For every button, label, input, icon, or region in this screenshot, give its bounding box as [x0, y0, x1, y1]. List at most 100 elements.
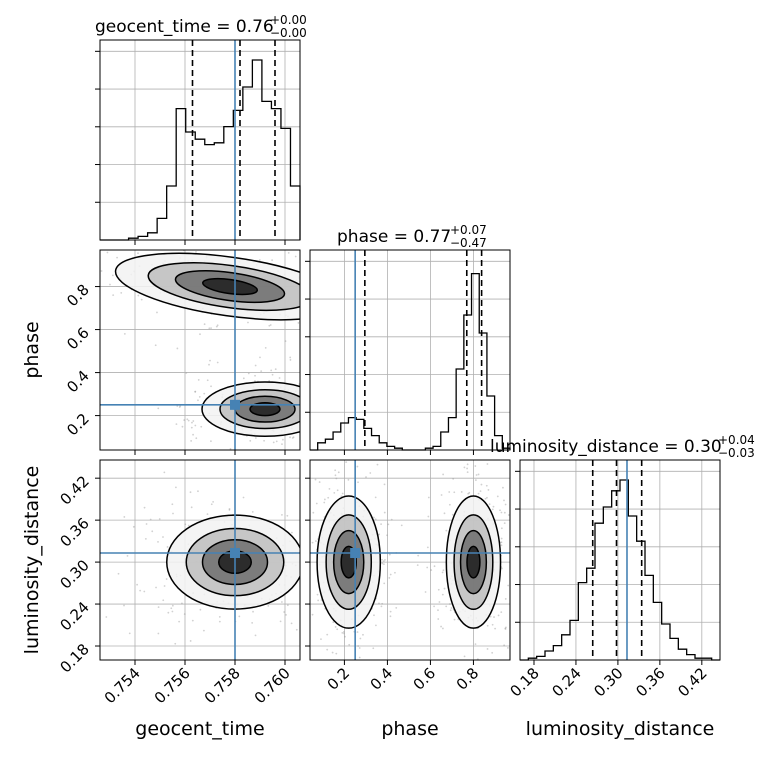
- sample-point: [112, 294, 115, 297]
- sample-point: [350, 301, 352, 303]
- sample-point: [132, 525, 135, 528]
- sample-point: [328, 396, 330, 398]
- sample-point: [117, 572, 120, 575]
- sample-point: [303, 535, 305, 537]
- sample-point: [335, 652, 338, 655]
- sample-point: [301, 419, 303, 421]
- sample-point: [163, 585, 166, 587]
- sample-point: [305, 569, 307, 571]
- sample-point: [358, 656, 361, 659]
- tick-label-x: 0.18: [506, 664, 542, 700]
- sample-point: [306, 290, 308, 292]
- density-layer: [63, 231, 405, 454]
- sample-point: [403, 323, 405, 325]
- sample-point: [306, 419, 308, 421]
- sample-point: [503, 522, 506, 525]
- sample-point: [310, 410, 312, 412]
- sample-point: [289, 436, 291, 439]
- sample-point: [502, 486, 504, 489]
- sample-point: [310, 409, 312, 411]
- sample-point: [433, 565, 436, 568]
- sample-point: [206, 513, 209, 516]
- tick-label-x: 0.24: [548, 664, 584, 700]
- sample-point: [143, 590, 146, 593]
- ylabel-luminosity-distance: luminosity_distance: [21, 466, 43, 655]
- sample-point: [286, 604, 289, 607]
- sample-point: [395, 314, 397, 316]
- panel-frame: [99, 249, 301, 451]
- sample-point: [303, 418, 305, 420]
- sample-point: [280, 446, 282, 448]
- sample-point: [197, 379, 200, 381]
- panel-luminosity-distance-histogram: [515, 459, 721, 665]
- sample-point: [167, 611, 170, 614]
- sample-point: [380, 523, 382, 526]
- sample-point: [301, 390, 303, 392]
- sample-point: [158, 518, 161, 520]
- panel-geocent-time-histogram: [95, 39, 301, 245]
- sample-point: [367, 400, 369, 402]
- tick-label-x: 0.4: [367, 664, 397, 694]
- sample-point: [442, 627, 444, 630]
- sample-point: [144, 244, 146, 246]
- sample-point: [450, 667, 452, 669]
- sample-point: [332, 422, 334, 424]
- sample-point: [281, 513, 283, 516]
- sample-point: [334, 264, 336, 266]
- sample-point: [480, 483, 483, 486]
- sample-point: [460, 491, 463, 493]
- sample-point: [492, 404, 494, 406]
- sample-point: [463, 442, 465, 444]
- sample-point: [395, 400, 397, 402]
- sample-point: [380, 605, 383, 608]
- sample-point: [115, 235, 117, 237]
- sample-point: [314, 555, 316, 557]
- title-luminosity-distance-plus: +0.04: [718, 433, 755, 447]
- sample-point: [157, 540, 159, 543]
- xlabel-phase: phase: [381, 718, 438, 740]
- tick-labels: 0.754 0.756 0.758 0.760 0.2 0.4 0.6 0.8 0.18 0.24…: [56, 281, 710, 708]
- sample-point: [327, 496, 330, 499]
- sample-point: [168, 243, 170, 245]
- tick-label-y: 0.24: [56, 598, 92, 634]
- sample-point: [319, 369, 321, 371]
- sample-point: [198, 231, 200, 233]
- sample-point: [335, 293, 337, 295]
- sample-point: [337, 419, 339, 421]
- sample-point: [283, 611, 286, 613]
- sample-point: [448, 503, 451, 506]
- sample-point: [384, 660, 386, 662]
- sample-point: [297, 322, 300, 324]
- sample-point: [272, 441, 275, 444]
- sample-point: [335, 477, 338, 480]
- sample-point: [318, 311, 320, 313]
- sample-point: [500, 527, 503, 530]
- sample-point: [106, 251, 109, 254]
- sample-point: [313, 363, 315, 365]
- sample-point: [441, 593, 444, 596]
- sample-point: [356, 631, 359, 633]
- sample-point: [308, 557, 310, 559]
- sample-point: [315, 410, 317, 412]
- sample-point: [486, 624, 489, 627]
- panel-frame: [309, 249, 511, 451]
- sample-point: [305, 280, 307, 282]
- sample-point: [123, 516, 126, 518]
- tick-label-x: 0.36: [632, 664, 668, 700]
- sample-point: [330, 312, 332, 314]
- sample-point: [504, 628, 507, 630]
- sample-point: [308, 593, 310, 595]
- sample-point: [303, 534, 305, 536]
- sample-point: [191, 619, 194, 622]
- sample-point: [216, 361, 219, 364]
- sample-point: [333, 491, 336, 494]
- tick-label-x: 0.756: [151, 664, 194, 707]
- sample-point: [315, 540, 317, 542]
- sample-point: [326, 452, 328, 454]
- sample-point: [264, 347, 267, 349]
- sample-point: [325, 384, 327, 386]
- sample-point: [426, 566, 429, 569]
- sample-point: [63, 245, 65, 247]
- sample-point: [187, 524, 190, 527]
- sample-point: [441, 571, 444, 574]
